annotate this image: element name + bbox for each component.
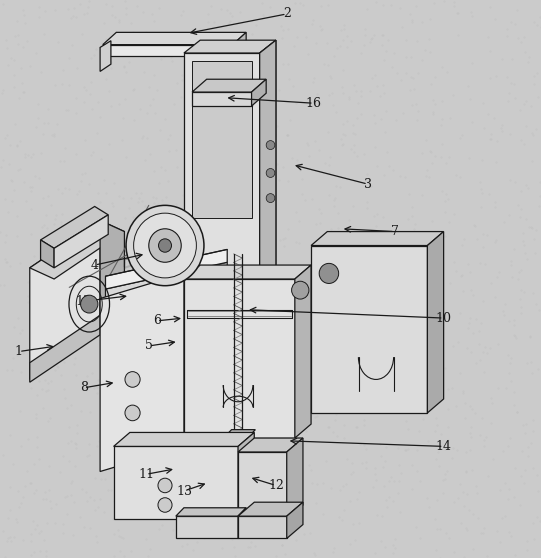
Polygon shape [311, 232, 444, 246]
Text: 16: 16 [306, 97, 322, 110]
Text: 7: 7 [391, 225, 399, 238]
Text: 15: 15 [76, 295, 92, 308]
Polygon shape [233, 32, 246, 56]
Polygon shape [54, 215, 108, 268]
Circle shape [159, 239, 171, 252]
Circle shape [126, 205, 204, 286]
Polygon shape [41, 206, 108, 248]
Polygon shape [100, 220, 124, 343]
Circle shape [158, 478, 172, 493]
Polygon shape [30, 315, 100, 382]
Polygon shape [427, 232, 444, 413]
Text: 8: 8 [80, 381, 88, 395]
Circle shape [158, 498, 172, 512]
Text: 4: 4 [91, 258, 98, 272]
Polygon shape [226, 435, 250, 458]
Text: 1: 1 [15, 345, 23, 358]
Circle shape [292, 281, 309, 299]
Polygon shape [30, 220, 124, 279]
Polygon shape [114, 446, 238, 519]
Polygon shape [100, 273, 184, 472]
Polygon shape [114, 432, 254, 446]
Polygon shape [260, 40, 276, 285]
Text: 12: 12 [268, 479, 284, 492]
Circle shape [266, 141, 275, 150]
Polygon shape [295, 265, 311, 438]
Circle shape [134, 213, 196, 278]
Polygon shape [311, 246, 427, 413]
Polygon shape [192, 79, 266, 92]
Polygon shape [176, 516, 238, 538]
Polygon shape [184, 40, 276, 53]
Polygon shape [184, 53, 260, 285]
Polygon shape [238, 516, 287, 538]
Circle shape [125, 405, 140, 421]
Polygon shape [287, 438, 303, 519]
Polygon shape [192, 61, 252, 218]
Polygon shape [238, 452, 287, 519]
Polygon shape [287, 502, 303, 538]
Polygon shape [252, 79, 266, 106]
Polygon shape [184, 279, 295, 438]
Polygon shape [105, 249, 227, 289]
Circle shape [319, 263, 339, 283]
Circle shape [149, 229, 181, 262]
Polygon shape [30, 220, 100, 379]
Text: 3: 3 [364, 177, 372, 191]
Circle shape [266, 194, 275, 203]
Text: 14: 14 [436, 440, 452, 453]
Circle shape [266, 169, 275, 177]
Polygon shape [238, 432, 254, 519]
Polygon shape [184, 265, 311, 279]
Text: 5: 5 [145, 339, 153, 353]
Polygon shape [226, 430, 255, 435]
Text: 6: 6 [153, 314, 161, 328]
Polygon shape [238, 508, 246, 538]
Text: 2: 2 [283, 7, 291, 21]
Polygon shape [260, 40, 276, 285]
Polygon shape [238, 502, 303, 516]
Circle shape [81, 295, 98, 313]
Polygon shape [238, 438, 303, 452]
Polygon shape [192, 92, 252, 106]
Text: 13: 13 [176, 484, 192, 498]
Polygon shape [103, 32, 246, 45]
Polygon shape [103, 45, 233, 56]
Polygon shape [105, 262, 227, 303]
Circle shape [125, 372, 140, 387]
Text: 11: 11 [138, 468, 154, 481]
Text: 10: 10 [436, 311, 452, 325]
Polygon shape [100, 41, 111, 71]
Polygon shape [41, 240, 54, 268]
Polygon shape [176, 508, 246, 516]
